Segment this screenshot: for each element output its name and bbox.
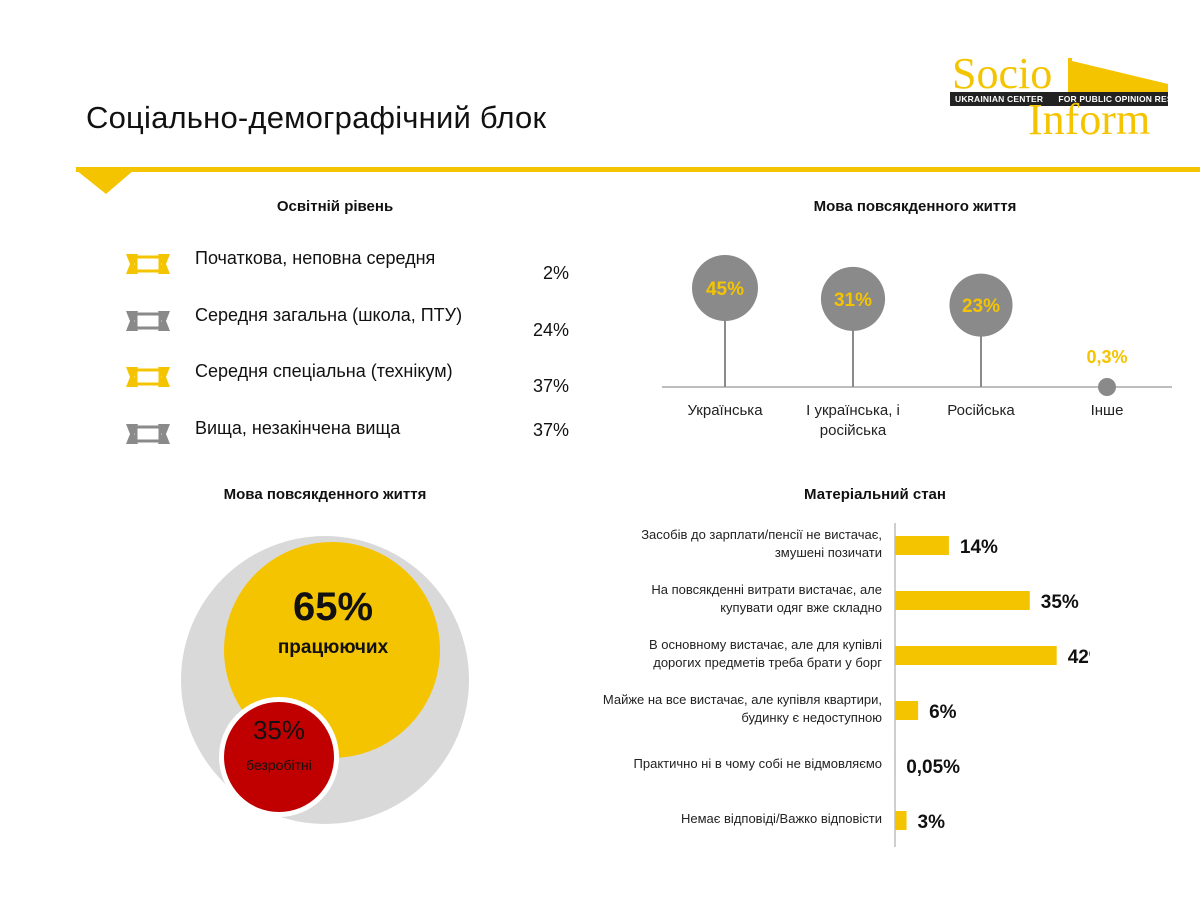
education-row: Початкова, неповна середня 2% [124,248,569,283]
education-value: 37% [532,376,569,396]
lollipop-category-label: Російська [947,402,1015,419]
bar-value-label: 35% [1041,592,1079,613]
education-row: Середня загальна (школа, ПТУ) 24% [124,305,569,340]
lollipop-category-label: І українська, і російська [806,402,900,439]
logo-band-right: FOR PUBLIC OPINION RESEARCH [1058,94,1200,104]
unemployed-label: безробітні [246,757,312,773]
ribbon-icon [126,367,170,387]
logo-word-inform: Inform [1028,95,1151,144]
lollipop-dot [692,255,758,321]
working-label: працюючих [277,637,389,658]
lollipop-dot [1098,378,1116,396]
bar [895,646,1057,665]
title-notch [76,170,134,194]
language-lollipop-chart: 45% 31% 23% 0,3% [662,255,1172,396]
working-value: 65% [292,585,374,629]
lollipop-value-label: 0,3% [1086,347,1127,367]
bar-value-label: 6% [929,702,957,723]
logo-band-left: UKRAINIAN CENTER [955,94,1044,104]
education-label: Середня загальна (школа, ПТУ) [195,305,463,325]
material-heading: Матеріальний стан [804,486,946,503]
education-value: 24% [532,320,569,340]
ribbon-icon [126,254,170,274]
unemployed-circle-inner [224,702,334,812]
logo-band: UKRAINIAN CENTER FOR PUBLIC OPINION RESE… [950,92,1200,106]
bar-value-label: 14% [960,537,998,558]
logo-word-socio: Socio [952,49,1053,98]
unemployed-value: 35% [252,715,306,745]
material-bar-chart: 14% 35% 42% 6% 0,05% 3% [894,523,1090,847]
ribbon-icon [126,311,170,331]
page-title: Соціально-демографічний блок [86,100,547,135]
employment-heading: Мова повсякденного життя [223,486,427,503]
education-row: Вища, незакінчена вища 37% [124,418,569,448]
education-label: Вища, незакінчена вища [195,418,401,438]
language-heading: Мова повсякденного життя [813,198,1017,215]
education-value: 37% [532,420,569,440]
bar-category-label: На повсякденні витрати вистачає, але купу… [651,582,882,615]
lollipop-value-label: 23% [962,296,1000,317]
education-row: Середня спеціальна (технікум) 37% [124,361,569,396]
bar-value-label: 3% [918,812,946,833]
bar-category-label: В основному вистачає, але для купівлі дор… [648,637,882,670]
education-heading: Освітній рівень [276,198,394,215]
lollipop-category-label: Інше [1090,402,1124,419]
lollipop-value-label: 45% [706,279,744,300]
education-value: 2% [542,263,569,283]
education-label: Середня спеціальна (технікум) [195,361,453,381]
bar [895,536,949,555]
socioinform-logo: Socio UKRAINIAN CENTER FOR PUBLIC OPINIO… [948,49,1200,144]
employment-circles [181,536,469,824]
bar-value-label: 42% [1068,647,1090,668]
ribbon-icon [126,424,170,444]
bar-category-label: Засобів до зарплати/пенсії не вистачає, з… [641,527,882,560]
education-label: Початкова, неповна середня [195,248,436,268]
bar [895,591,1030,610]
title-underline [76,167,1200,172]
lollipop-category-label: Українська [687,402,763,419]
bar-category-label: Практично ні в чому собі не відмовляємо [633,756,882,771]
bar-category-label: Немає відповіді/Важко відповісти [681,811,882,826]
lollipop-dot [949,273,1013,337]
lollipop-dot [820,266,886,331]
bar-category-label: Майже на все вистачає, але купівля кварт… [602,692,882,725]
lollipop-value-label: 31% [834,290,872,311]
logo-flag-icon [1068,58,1168,94]
bar [895,701,919,720]
bar [895,811,907,830]
bar-value-label: 0,05% [906,757,960,778]
